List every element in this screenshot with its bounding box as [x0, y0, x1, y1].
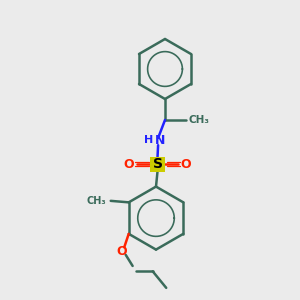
Text: CH₃: CH₃ [188, 115, 209, 125]
Bar [150, 157, 165, 172]
Text: CH₃: CH₃ [87, 196, 106, 206]
Text: S: S [152, 157, 163, 171]
Text: O: O [124, 158, 134, 171]
Text: N: N [155, 134, 165, 147]
Text: H: H [145, 135, 154, 145]
Text: O: O [181, 158, 191, 171]
Text: O: O [116, 245, 127, 258]
